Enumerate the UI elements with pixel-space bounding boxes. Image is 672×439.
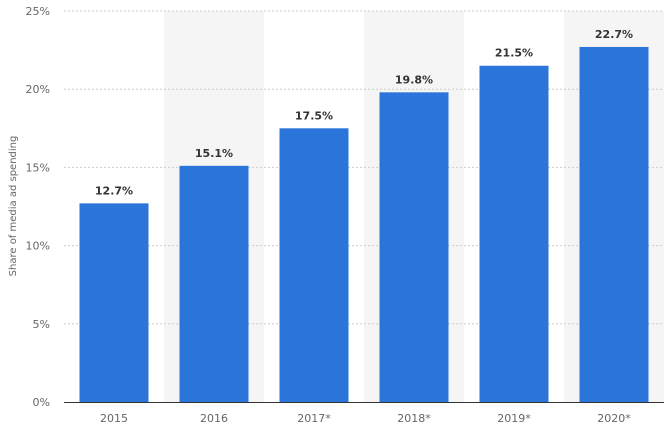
bar-2015 — [79, 203, 149, 402]
y-tick-label: 20% — [26, 83, 50, 96]
bars — [79, 46, 649, 403]
y-tick-label: 15% — [26, 161, 50, 174]
data-label: 21.5% — [495, 47, 533, 60]
x-tick-label: 2019* — [497, 412, 531, 425]
y-tick-label: 10% — [26, 240, 50, 253]
data-label: 15.1% — [195, 147, 233, 160]
bar-2017 — [279, 128, 349, 403]
x-axis-ticks: 2015 2016 2017* 2018* 2019* 2020* — [100, 412, 631, 425]
data-label: 22.7% — [595, 28, 633, 41]
data-label: 17.5% — [295, 109, 333, 122]
x-tick-label: 2018* — [397, 412, 431, 425]
data-label: 12.7% — [95, 184, 133, 197]
y-tick-label: 0% — [33, 396, 50, 409]
x-tick-label: 2015 — [100, 412, 128, 425]
data-labels: 12.7% 15.1% 17.5% 19.8% 21.5% 22.7% — [95, 28, 633, 197]
x-tick-label: 2017* — [297, 412, 331, 425]
y-axis-ticks: 0% 5% 10% 15% 20% 25% — [26, 5, 50, 409]
bar-2019 — [479, 65, 549, 403]
y-tick-label: 5% — [33, 318, 50, 331]
data-label: 19.8% — [395, 73, 433, 86]
gridlines — [64, 10, 664, 325]
x-tick-label: 2016 — [200, 412, 228, 425]
x-tick-label: 2020* — [597, 412, 631, 425]
bar-2018 — [379, 92, 449, 402]
y-axis-title: Share of media ad spending — [8, 136, 19, 277]
bar-2016 — [179, 165, 249, 402]
y-tick-label: 25% — [26, 5, 50, 18]
bar-2020 — [579, 46, 649, 403]
